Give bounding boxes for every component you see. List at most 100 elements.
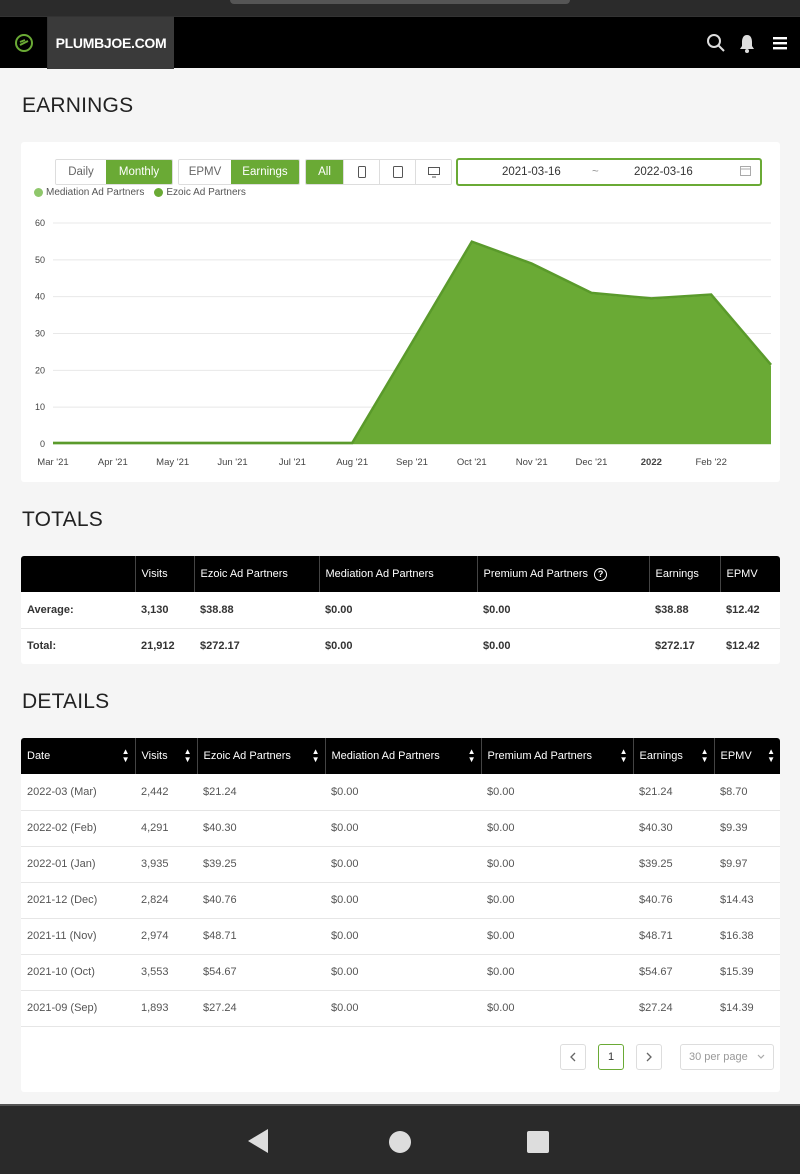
- period-toggle: Daily Monthly: [55, 159, 173, 185]
- totals-row-average: Average: 3,130 $38.88 $0.00 $0.00 $38.88…: [21, 592, 780, 629]
- site-name[interactable]: PLUMBJOE.COM: [48, 17, 174, 69]
- desktop-icon[interactable]: [415, 160, 451, 184]
- column-label: Mediation Ad Partners: [331, 750, 440, 762]
- prev-page-button[interactable]: [560, 1044, 586, 1070]
- next-page-button[interactable]: [636, 1044, 662, 1070]
- legend-dot: [154, 188, 164, 197]
- sort-icon[interactable]: ▲ ▼: [121, 747, 130, 764]
- table-cell: $54.67: [197, 954, 325, 991]
- table-cell: 1,893: [135, 990, 197, 1027]
- legend-label: Ezoic Ad Partners: [166, 187, 246, 198]
- epmv-button[interactable]: EPMV: [179, 160, 231, 184]
- date-range-picker[interactable]: 2021-03-16 ~ 2022-03-16: [456, 158, 762, 186]
- sort-icon[interactable]: ▲ ▼: [311, 747, 320, 764]
- sort-icon[interactable]: ▲ ▼: [767, 747, 775, 764]
- menu-icon[interactable]: [768, 31, 792, 55]
- bell-icon[interactable]: [735, 31, 759, 55]
- page-number-button[interactable]: 1: [598, 1044, 624, 1070]
- details-header-mediation[interactable]: Mediation Ad Partners ▲ ▼: [325, 738, 482, 774]
- earnings-title: EARNINGS: [22, 94, 134, 117]
- help-icon[interactable]: ?: [594, 567, 608, 581]
- x-tick-label: Apr '21: [98, 457, 128, 468]
- tablet-icon[interactable]: [379, 160, 415, 184]
- legend-item-mediation[interactable]: Mediation Ad Partners: [34, 187, 144, 198]
- details-table: Date ▲ ▼ Visits ▲ ▼ Ezoic Ad Partners ▲ ▼ Mediati…: [21, 738, 780, 1027]
- sort-icon[interactable]: ▲ ▼: [619, 747, 628, 764]
- details-title: DETAILS: [22, 690, 110, 713]
- y-tick-label: 50: [35, 255, 45, 265]
- table-cell: $27.24: [633, 990, 714, 1027]
- y-tick-label: 40: [35, 292, 45, 302]
- table-cell: $0.00: [481, 810, 633, 847]
- details-header-ezoic[interactable]: Ezoic Ad Partners ▲ ▼: [197, 738, 326, 774]
- table-cell: $40.76: [633, 882, 714, 919]
- earnings-chart-card: Daily Monthly EPMV Earnings All 2021-03-…: [21, 142, 780, 482]
- home-icon[interactable]: [388, 1130, 412, 1159]
- table-row: 2021-12 (Dec) 2,824 $40.76 $0.00 $0.00 $40.76…: [21, 882, 780, 919]
- daily-button[interactable]: Daily: [56, 160, 106, 184]
- table-cell: $0.00: [481, 918, 633, 955]
- phone-icon[interactable]: [343, 160, 379, 184]
- legend-item-ezoic[interactable]: Ezoic Ad Partners: [154, 187, 246, 198]
- table-cell: 2022-02 (Feb): [21, 810, 135, 847]
- sort-icon[interactable]: ▲ ▼: [467, 747, 476, 764]
- totals-header-row: Visits Ezoic Ad Partners Mediation Ad Pa…: [21, 556, 780, 592]
- table-cell: 4,291: [135, 810, 197, 847]
- totals-header-visits: Visits: [135, 556, 195, 592]
- per-page-select[interactable]: 30 per page: [680, 1044, 774, 1070]
- table-cell: $272.17: [649, 628, 720, 664]
- monthly-button[interactable]: Monthly: [106, 160, 172, 184]
- back-icon[interactable]: [246, 1128, 270, 1159]
- table-cell: 2,824: [135, 882, 197, 919]
- details-header-epmv[interactable]: EPMV ▲ ▼: [714, 738, 780, 774]
- sort-icon[interactable]: ▲ ▼: [700, 747, 709, 764]
- recents-icon[interactable]: [526, 1130, 550, 1159]
- table-row: 2022-01 (Jan) 3,935 $39.25 $0.00 $0.00 $39.25…: [21, 846, 780, 883]
- calendar-icon[interactable]: [740, 165, 751, 179]
- status-bar: [0, 0, 800, 16]
- per-page-label: 30 per page: [689, 1051, 748, 1063]
- table-cell: $0.00: [481, 882, 633, 919]
- details-header-earnings[interactable]: Earnings ▲ ▼: [633, 738, 715, 774]
- table-cell: $0.00: [319, 592, 477, 629]
- column-label: Premium Ad Partners: [487, 750, 593, 762]
- table-cell: $272.17: [194, 628, 319, 664]
- table-row: 2021-09 (Sep) 1,893 $27.24 $0.00 $0.00 $27.24…: [21, 990, 780, 1027]
- table-cell: $40.30: [197, 810, 325, 847]
- table-cell: $54.67: [633, 954, 714, 991]
- all-devices-button[interactable]: All: [306, 160, 343, 184]
- x-tick-label: Oct '21: [457, 457, 487, 468]
- details-header-premium[interactable]: Premium Ad Partners ▲ ▼: [481, 738, 634, 774]
- chevron-down-icon: [757, 1051, 765, 1063]
- table-cell: 3,130: [135, 592, 194, 629]
- top-navbar: PLUMBJOE.COM: [0, 16, 800, 69]
- table-row: 2021-10 (Oct) 3,553 $54.67 $0.00 $0.00 $54.67…: [21, 954, 780, 991]
- table-cell: 2,442: [135, 774, 197, 811]
- legend-label: Mediation Ad Partners: [46, 187, 145, 198]
- column-label: Earnings: [639, 750, 683, 762]
- table-cell: $38.88: [194, 592, 319, 629]
- details-header-date[interactable]: Date ▲ ▼: [21, 738, 136, 774]
- legend-dot: [34, 188, 43, 197]
- table-cell: $9.39: [714, 810, 780, 847]
- search-icon[interactable]: [704, 31, 728, 55]
- table-cell: $0.00: [481, 954, 633, 991]
- table-cell: 2021-12 (Dec): [21, 882, 135, 919]
- table-cell: 3,935: [135, 846, 197, 883]
- ezoic-logo-icon[interactable]: [0, 17, 48, 69]
- table-cell: $27.24: [197, 990, 325, 1027]
- table-cell: $0.00: [325, 810, 481, 847]
- sort-icon[interactable]: ▲ ▼: [183, 747, 192, 764]
- x-tick-label: Mar '21: [37, 457, 68, 468]
- line-series-ezoic: [53, 240, 772, 445]
- table-cell: 2021-10 (Oct): [21, 954, 135, 991]
- table-cell: $40.30: [633, 810, 714, 847]
- column-label: EPMV: [720, 750, 752, 762]
- totals-header-premium: Premium Ad Partners ?: [477, 556, 650, 592]
- table-cell: $16.38: [714, 918, 780, 955]
- totals-header-earnings: Earnings: [649, 556, 721, 592]
- earnings-button[interactable]: Earnings: [231, 160, 299, 184]
- status-pill: [230, 0, 570, 4]
- y-tick-label: 10: [35, 402, 45, 412]
- details-header-visits[interactable]: Visits ▲ ▼: [135, 738, 198, 774]
